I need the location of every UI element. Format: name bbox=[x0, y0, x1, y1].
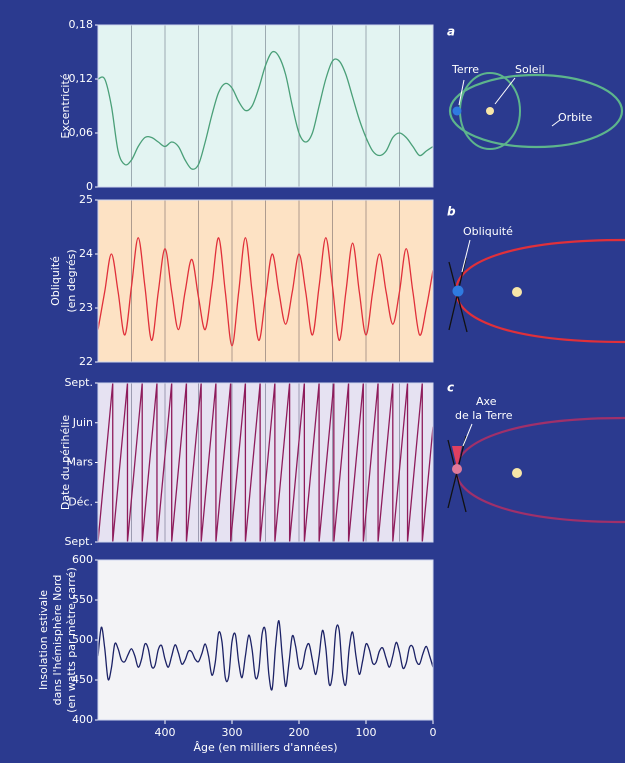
obliquity-diagram bbox=[448, 238, 625, 344]
axis-line bbox=[447, 439, 467, 513]
y-tick-label: 0,12 bbox=[69, 72, 94, 85]
y-axis-label: Insolation estivale bbox=[37, 590, 50, 690]
y-tick-label: 23 bbox=[79, 301, 93, 314]
panel-letter: b bbox=[447, 205, 456, 219]
x-tick-label: 100 bbox=[356, 726, 377, 739]
annotation: de la Terre bbox=[455, 409, 513, 422]
x-tick-label: 400 bbox=[155, 726, 176, 739]
earth bbox=[452, 106, 462, 116]
chart-panel: 0 0,06 0,12 0,18 Excentricité a Terre Soleil Orb… bbox=[59, 18, 593, 193]
y-tick-label: 24 bbox=[79, 247, 93, 260]
y-tick-label: 600 bbox=[72, 553, 93, 566]
plot-frame bbox=[97, 559, 434, 721]
orbit-arc bbox=[454, 238, 625, 344]
leader bbox=[461, 239, 471, 273]
y-tick-label: Déc. bbox=[68, 495, 93, 508]
plot-background bbox=[98, 560, 433, 720]
panel-letter: c bbox=[447, 381, 454, 395]
earth bbox=[452, 464, 462, 474]
annotation: Obliquité bbox=[463, 225, 513, 238]
y-tick-label: 0,06 bbox=[69, 126, 94, 139]
chart-panel: 400 450 500 550 600 Insolation estivale dans l… bbox=[37, 553, 437, 754]
axis-diagram bbox=[447, 416, 625, 524]
y-axis-label: (en degrés) bbox=[65, 249, 78, 312]
plot-frame bbox=[97, 24, 434, 188]
y-axis-label: Date du périhélie bbox=[59, 415, 72, 510]
y-tick-label: Mars bbox=[67, 456, 94, 469]
y-tick-label: 0,18 bbox=[69, 18, 94, 31]
y-tick-label: Sept. bbox=[64, 535, 93, 548]
axis-cone bbox=[452, 446, 462, 468]
earth bbox=[452, 285, 464, 297]
x-tick-label: 0 bbox=[430, 726, 437, 739]
data-line bbox=[97, 382, 434, 543]
y-axis-label: Obliquité bbox=[49, 256, 62, 306]
plot-frame bbox=[97, 382, 434, 543]
y-tick-label: 0 bbox=[86, 180, 93, 193]
y-tick-label: 550 bbox=[72, 593, 93, 606]
sun bbox=[486, 107, 494, 115]
leader bbox=[458, 79, 465, 106]
y-axis-label: dans l'hémisphère Nord bbox=[51, 575, 64, 706]
y-tick-label: Sept. bbox=[64, 376, 93, 389]
annotation: Terre bbox=[451, 63, 479, 76]
data-line bbox=[97, 50, 434, 170]
annotation: Axe bbox=[476, 395, 497, 408]
chart-panel: Sept. Déc. Mars Juin Sept. Date du périhélie c… bbox=[59, 376, 513, 548]
y-tick-label: 22 bbox=[79, 355, 93, 368]
y-axis-label: (en watts par mètre carré) bbox=[65, 567, 78, 713]
x-tick-label: 300 bbox=[222, 726, 243, 739]
axis-line bbox=[448, 261, 468, 333]
orbit-ellipse bbox=[448, 73, 624, 149]
y-tick-label: 25 bbox=[79, 193, 93, 206]
sun bbox=[512, 468, 522, 478]
data-line bbox=[97, 620, 434, 691]
annotation: Soleil bbox=[515, 63, 545, 76]
x-tick-label: 200 bbox=[289, 726, 310, 739]
leader bbox=[494, 77, 516, 105]
plot-frame bbox=[97, 199, 434, 363]
annotation: Orbite bbox=[558, 111, 593, 124]
panel-letter: a bbox=[447, 25, 455, 39]
orbit-arc bbox=[454, 416, 625, 524]
leader bbox=[551, 119, 561, 127]
y-tick-label: Juin bbox=[72, 416, 93, 429]
y-tick-label: 400 bbox=[72, 713, 93, 726]
y-axis-label: Excentricité bbox=[59, 73, 72, 138]
data-line bbox=[97, 237, 434, 347]
leader bbox=[462, 423, 473, 447]
y-tick-label: 450 bbox=[72, 673, 93, 686]
orbit-diagram bbox=[448, 72, 624, 150]
y-tick-label: 500 bbox=[72, 633, 93, 646]
sun bbox=[512, 287, 522, 297]
x-axis-label: Âge (en milliers d'années) bbox=[193, 741, 337, 754]
